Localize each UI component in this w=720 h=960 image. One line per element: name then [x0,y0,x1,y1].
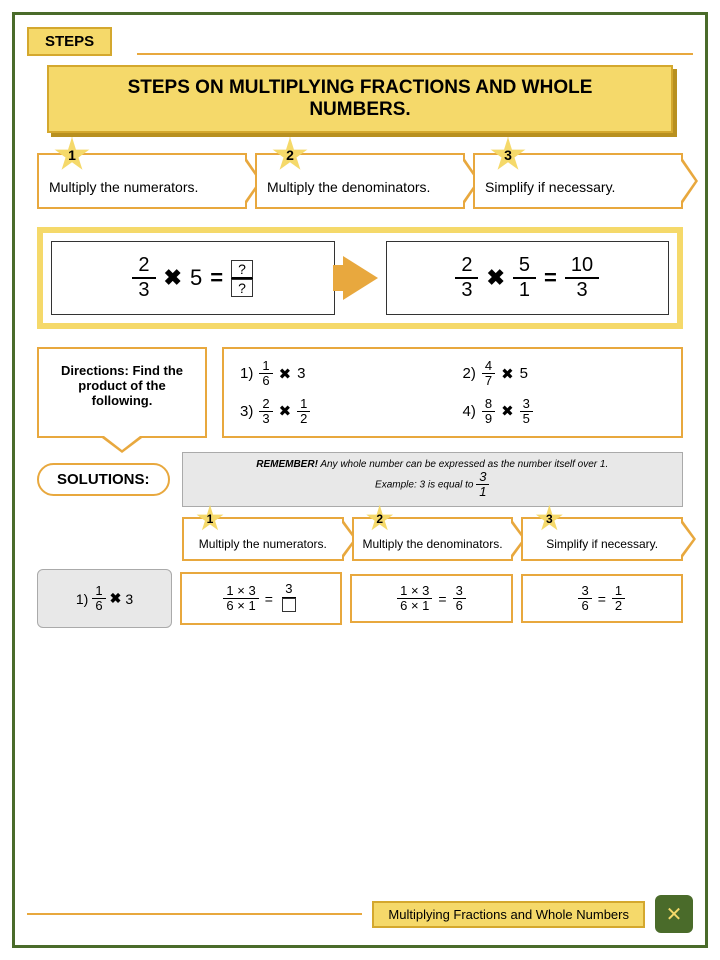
star-badge: 3 [490,137,526,173]
step-3-card: 3Simplify if necessary. [473,153,683,209]
step2-3: 3Simplify if necessary. [521,517,683,561]
question-box: 1)16✖3 [37,569,172,629]
step2-2: 2Multiply the denominators. [352,517,514,561]
work-1: 1 × 36 × 1=3 [180,572,342,625]
step-1-card: 1Multiply the numerators. [37,153,247,209]
steps-tab: STEPS [27,27,112,56]
footer-title: Multiplying Fractions and Whole Numbers [372,901,645,928]
steps-row-small: 1Multiply the numerators. 2Multiply the … [182,517,683,561]
step-2-card: 2Multiply the denominators. [255,153,465,209]
solutions-label: SOLUTIONS: [37,463,170,496]
step-text: Simplify if necessary. [485,179,615,195]
directions-box: Directions: Find the product of the foll… [37,347,207,438]
divider [137,53,693,55]
problem-3: 3)23✖12 [240,397,443,427]
worksheet-page: STEPS STEPS ON MULTIPLYING FRACTIONS AND… [12,12,708,948]
page-title: STEPS ON MULTIPLYING FRACTIONS AND WHOLE… [47,65,673,133]
problem-1: 1)16✖3 [240,359,443,389]
footer: Multiplying Fractions and Whole Numbers … [27,895,693,933]
arrow-icon [343,256,378,300]
problem-4: 4)89✖35 [463,397,666,427]
work-3: 36=12 [521,574,683,624]
remember-box: REMEMBER! Any whole number can be expres… [182,452,684,507]
star-badge: 1 [54,137,90,173]
step-text: Multiply the numerators. [49,179,198,195]
tools-icon: ✕ [655,895,693,933]
equation-left: 23 ✖ 5 = ?? [51,241,335,315]
directions-row: Directions: Find the product of the foll… [37,347,683,438]
step2-1: 1Multiply the numerators. [182,517,344,561]
star-badge: 2 [272,137,308,173]
problems-box: 1)16✖3 2)47✖5 3)23✖12 4)89✖35 [222,347,683,438]
solution-worked: 1)16✖3 1 × 36 × 1=3 1 × 36 × 1=36 36=12 [37,569,683,629]
steps-row: 1Multiply the numerators. 2Multiply the … [37,153,683,209]
step-text: Multiply the denominators. [267,179,430,195]
solutions-row: SOLUTIONS: REMEMBER! Any whole number ca… [37,452,683,507]
problem-2: 2)47✖5 [463,359,666,389]
equation-right: 23 ✖ 51 = 103 [386,241,670,315]
work-2: 1 × 36 × 1=36 [350,574,512,624]
example-box: 23 ✖ 5 = ?? 23 ✖ 51 = 103 [37,227,683,329]
divider [27,913,362,915]
